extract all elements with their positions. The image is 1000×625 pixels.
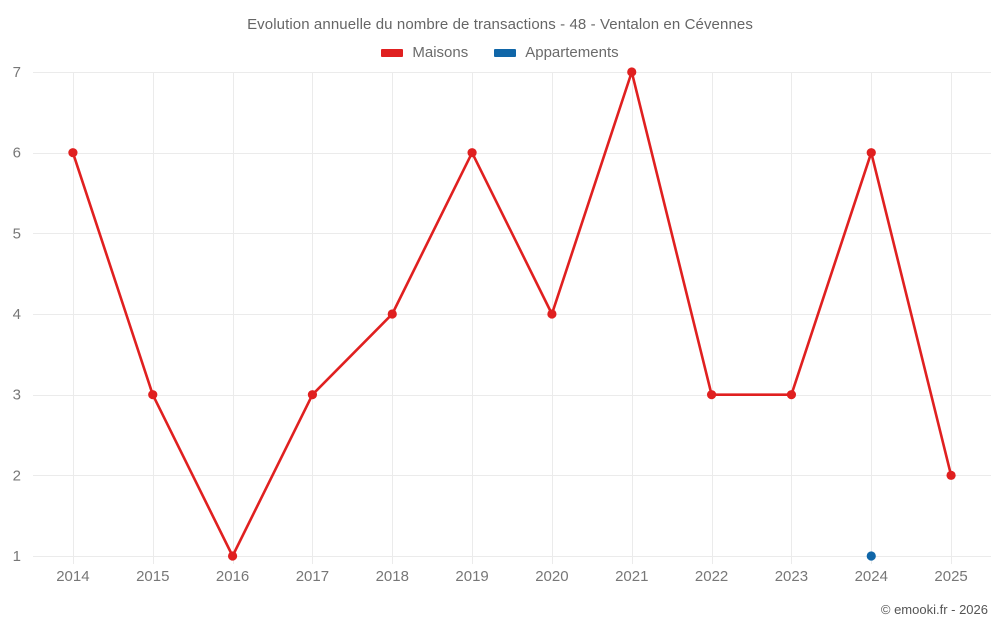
x-axis-tick-label: 2022 bbox=[695, 568, 728, 585]
x-axis-tick-label: 2025 bbox=[934, 568, 967, 585]
chart-legend: Maisons Appartements bbox=[0, 44, 1000, 61]
data-point-maisons-2019[interactable] bbox=[467, 148, 477, 158]
x-axis-tick-label: 2015 bbox=[136, 568, 169, 585]
data-point-maisons-2021[interactable] bbox=[627, 67, 637, 77]
data-point-maisons-2020[interactable] bbox=[547, 309, 557, 319]
data-point-maisons-2016[interactable] bbox=[227, 551, 238, 561]
legend-item-maisons[interactable]: Maisons bbox=[381, 44, 468, 61]
page-title: Evolution annuelle du nombre de transact… bbox=[247, 16, 753, 33]
x-axis-tick-label: 2018 bbox=[376, 568, 409, 585]
data-point-maisons-2022[interactable] bbox=[706, 390, 717, 400]
x-axis-tick-label: 2024 bbox=[855, 568, 888, 585]
x-axis-tick-label: 2014 bbox=[56, 568, 89, 585]
x-axis-tick-label: 2021 bbox=[615, 568, 648, 585]
legend-label-appartements: Appartements bbox=[525, 44, 619, 61]
x-axis-tick-label: 2019 bbox=[455, 568, 488, 585]
y-axis-tick-label: 7 bbox=[13, 64, 21, 81]
data-point-maisons-2025[interactable] bbox=[946, 470, 956, 480]
y-axis-tick-label: 3 bbox=[13, 387, 21, 404]
y-axis-tick-label: 1 bbox=[13, 548, 21, 565]
x-axis-tick-label: 2020 bbox=[535, 568, 568, 585]
data-point-maisons-2015[interactable] bbox=[148, 390, 158, 400]
legend-label-maisons: Maisons bbox=[412, 44, 469, 61]
y-axis-tick-label: 4 bbox=[13, 306, 21, 323]
x-axis-tick-label: 2023 bbox=[775, 568, 808, 585]
data-point-maisons-2017[interactable] bbox=[307, 390, 318, 400]
x-axis-tick-label: 2016 bbox=[216, 568, 249, 585]
y-axis-tick-label: 6 bbox=[13, 145, 21, 162]
x-axis-tick-label: 2017 bbox=[296, 568, 329, 585]
data-point-maisons-2024[interactable] bbox=[866, 148, 876, 158]
legend-item-appartements[interactable]: Appartements bbox=[494, 44, 619, 61]
footer-credit: © emooki.fr - 2026 bbox=[880, 602, 988, 617]
data-point-maisons-2023[interactable] bbox=[786, 390, 797, 400]
y-axis-tick-label: 5 bbox=[13, 225, 21, 242]
legend-swatch-appartements bbox=[494, 48, 517, 57]
data-point-appartements-2024[interactable] bbox=[866, 551, 876, 561]
data-point-maisons-2014[interactable] bbox=[68, 148, 78, 158]
data-point-maisons-2018[interactable] bbox=[387, 309, 397, 319]
y-axis-tick-label: 2 bbox=[13, 467, 21, 484]
legend-swatch-maisons bbox=[381, 48, 404, 57]
series-line-maisons bbox=[71, 70, 953, 558]
